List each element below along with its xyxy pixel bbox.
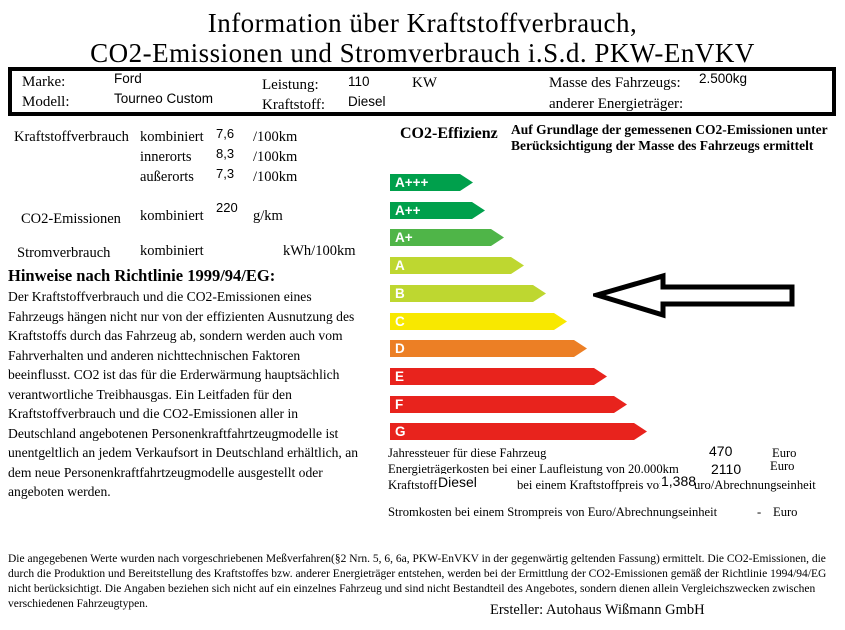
efficiency-bar-appp: A+++ <box>390 174 473 191</box>
kraftstoffverbrauch-label: Kraftstoffverbrauch <box>14 129 129 145</box>
energiekosten-label: Energieträgerkosten bei einer Laufleistu… <box>388 462 679 476</box>
co2-emissionen-label: CO2-Emissionen <box>21 211 121 227</box>
efficiency-class-label: C <box>395 314 405 329</box>
vehicle-info-box: Marke: Ford Modell: Tourneo Custom Leist… <box>8 67 836 116</box>
stromverbrauch-label: Stromverbrauch <box>17 245 111 261</box>
efficiency-class-label: A++ <box>395 203 421 218</box>
jahressteuer-label: Jahressteuer für diese Fahrzeug <box>388 446 547 460</box>
hinweise-body: Der Kraftstoffverbrauch und die CO2-Emis… <box>8 289 359 499</box>
kraftstoffkosten-type: Diesel <box>437 474 478 490</box>
efficiency-bar-ap: A+ <box>390 229 504 246</box>
co2-mode-label: kombiniert <box>140 208 204 224</box>
efficiency-class-label: B <box>395 286 405 301</box>
stromkosten-value: - <box>757 505 762 519</box>
ausserorts-unit: /100km <box>253 169 298 185</box>
kraftstoffpreis-value: 1,388 <box>660 473 698 489</box>
co2-value: 220 <box>216 200 238 215</box>
masse-label: Masse des Fahrzeugs: <box>549 75 681 91</box>
innerorts-value: 8,3 <box>216 146 235 161</box>
efficiency-class-label: A <box>395 258 405 273</box>
ausserorts-value: 7,3 <box>216 166 235 181</box>
efficiency-class-label: F <box>395 397 404 412</box>
efficiency-bar-b: B <box>390 285 546 302</box>
footer-disclaimer: Die angegebenen Werte wurden nach vorges… <box>8 553 827 610</box>
strom-mode-label: kombiniert <box>140 243 204 259</box>
efficiency-bar-app: A++ <box>390 202 485 219</box>
kraftstoff-value: Diesel <box>348 94 386 109</box>
class-pointer-arrow <box>593 272 795 319</box>
efficiency-bar-a: A <box>390 257 524 274</box>
efficiency-bar-c: C <box>390 313 567 330</box>
efficiency-bar-d: D <box>390 340 587 357</box>
efficiency-class-label: D <box>395 341 405 356</box>
leistung-unit: KW <box>412 75 437 91</box>
strom-unit: kWh/100km <box>283 243 356 259</box>
marke-value: Ford <box>114 71 142 86</box>
stromkosten-label: Stromkosten bei einem Strompreis von Eur… <box>388 505 718 519</box>
leistung-value: 110 <box>348 74 370 89</box>
page-title-line2: CO2-Emissionen und Stromverbrauch i.S.d.… <box>90 38 755 68</box>
efficiency-class-label: G <box>395 424 406 439</box>
co2-effizienz-heading: CO2-Effizienz <box>400 125 498 142</box>
jahressteuer-value: 470 <box>708 443 734 459</box>
hinweise-heading: Hinweise nach Richtlinie 1999/94/EG: <box>8 266 276 285</box>
co2-effizienz-note: Auf Grundlage der gemessenen CO2-Emissio… <box>511 122 828 153</box>
jahressteuer-unit: Euro <box>772 446 797 460</box>
energietraeger-label: anderer Energieträger: <box>549 96 684 112</box>
efficiency-bar-e: E <box>390 368 607 385</box>
kombiniert-label: kombiniert <box>140 129 204 145</box>
kraftstoffpreis-label: bei einem Kraftstoffpreis von <box>517 478 666 492</box>
leistung-label: Leistung: <box>262 77 319 93</box>
kombiniert-unit: /100km <box>253 129 298 145</box>
kraftstoff-label: Kraftstoff: <box>262 97 326 113</box>
kombiniert-value: 7,6 <box>216 126 235 141</box>
ersteller-line: Ersteller: Autohaus Wißmann GmbH <box>490 602 705 618</box>
modell-value: Tourneo Custom <box>114 91 214 106</box>
modell-label: Modell: <box>22 94 70 110</box>
page-title-line1: Information über Kraftstoffverbrauch, <box>207 8 638 38</box>
efficiency-scale: A+++ A++ A+ A B C D E F G <box>390 174 670 441</box>
energiekosten-value: 2110 <box>710 461 743 477</box>
efficiency-bar-f: F <box>390 396 627 413</box>
co2-unit: g/km <box>253 208 283 224</box>
ausserorts-label: außerorts <box>140 169 194 185</box>
masse-value: 2.500kg <box>699 71 748 86</box>
efficiency-class-label: A+++ <box>395 175 429 190</box>
innerorts-unit: /100km <box>253 149 298 165</box>
stromkosten-unit: Euro <box>773 505 798 519</box>
efficiency-class-label: A+ <box>395 230 413 245</box>
innerorts-label: innerorts <box>140 149 192 165</box>
efficiency-class-label: E <box>395 369 405 384</box>
kraftstoffpreis-unit: uro/Abrechnungseinheit <box>694 478 816 492</box>
energiekosten-unit: Euro <box>770 459 795 473</box>
efficiency-bar-g: G <box>390 423 647 440</box>
marke-label: Marke: <box>22 74 66 90</box>
